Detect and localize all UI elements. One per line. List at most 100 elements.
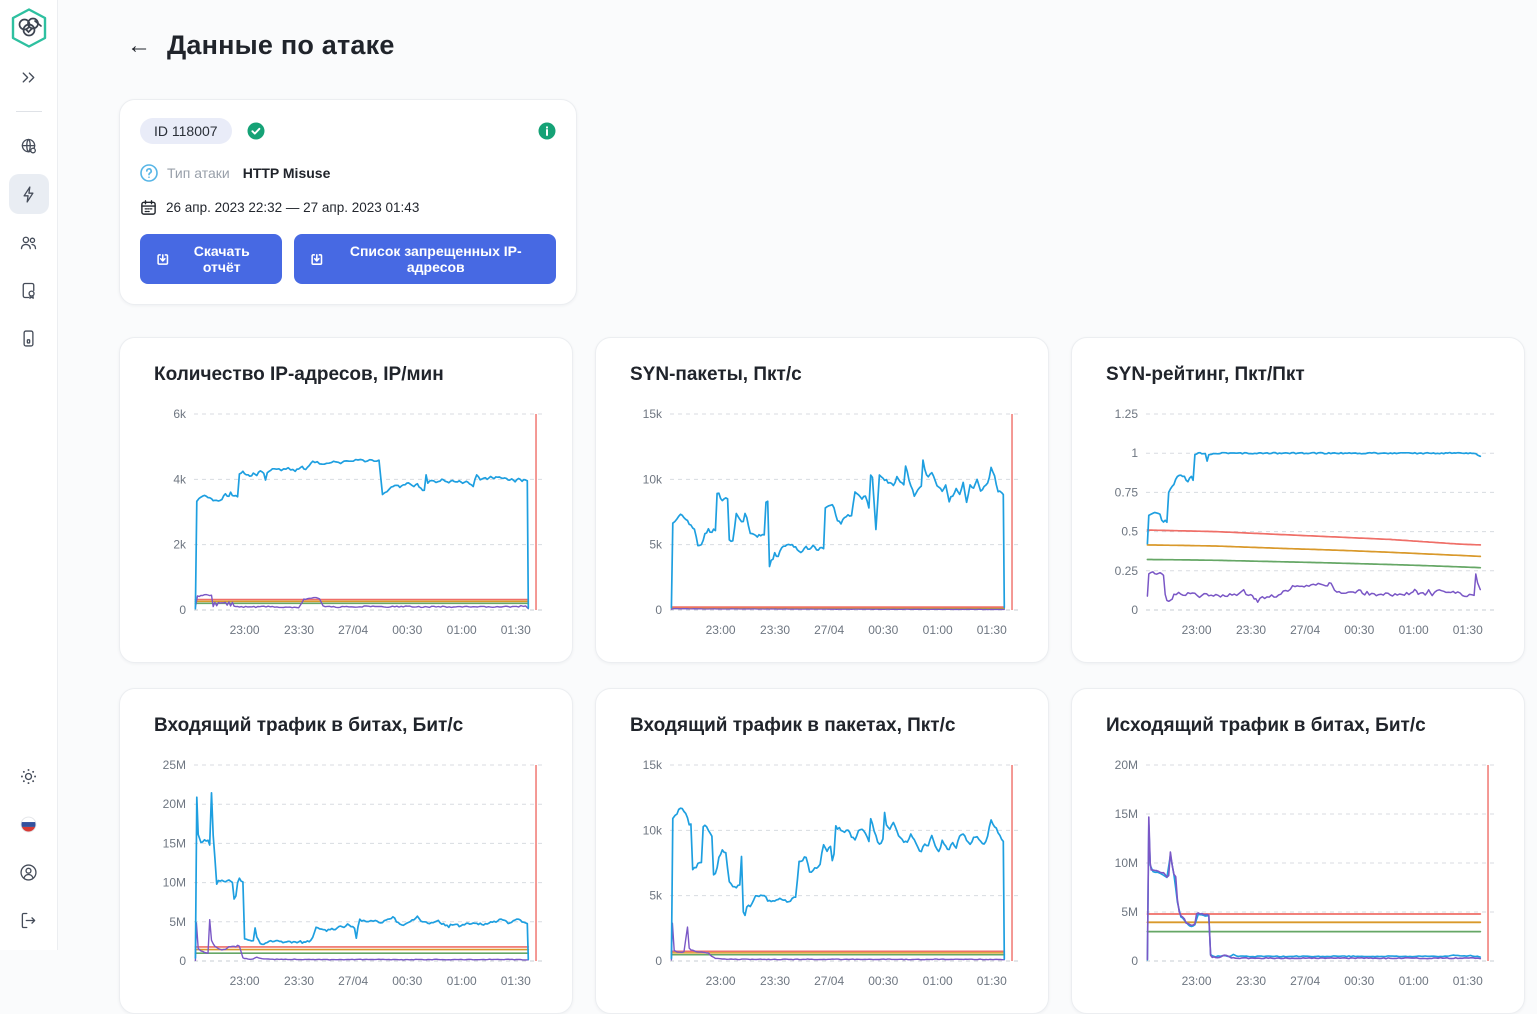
check-badge-icon: [247, 122, 265, 140]
svg-text:2k: 2k: [173, 538, 187, 552]
svg-text:23:30: 23:30: [284, 974, 314, 988]
page-title: Данные по атаке: [167, 30, 395, 61]
question-icon[interactable]: [140, 164, 158, 182]
svg-text:27/04: 27/04: [814, 974, 844, 988]
sidebar: [0, 0, 58, 950]
back-button[interactable]: ←: [123, 32, 155, 60]
svg-text:01:30: 01:30: [501, 974, 531, 988]
svg-text:00:30: 00:30: [392, 623, 422, 637]
collapse-sidebar-button[interactable]: [9, 57, 49, 97]
svg-text:0: 0: [179, 954, 186, 968]
svg-text:0: 0: [655, 954, 662, 968]
svg-text:27/04: 27/04: [338, 623, 368, 637]
download-icon: [310, 252, 324, 267]
calendar-icon: [140, 199, 157, 216]
svg-text:15k: 15k: [643, 407, 663, 421]
svg-text:0: 0: [655, 603, 662, 617]
sidebar-item-network[interactable]: [9, 126, 49, 166]
svg-text:23:30: 23:30: [1236, 623, 1266, 637]
attack-period: 26 апр. 2023 22:32 — 27 апр. 2023 01:43: [166, 200, 419, 215]
svg-text:23:00: 23:00: [230, 974, 260, 988]
svg-text:15M: 15M: [1115, 807, 1138, 821]
svg-text:23:30: 23:30: [284, 623, 314, 637]
svg-text:20M: 20M: [163, 797, 186, 811]
svg-text:0.75: 0.75: [1115, 485, 1139, 499]
svg-text:0: 0: [1131, 954, 1138, 968]
chevrons-right-icon: [18, 67, 39, 88]
device-info-icon: [18, 328, 39, 349]
users-icon: [18, 232, 39, 253]
russia-flag-icon: [18, 814, 39, 835]
svg-text:01:00: 01:00: [447, 974, 477, 988]
download-report-button[interactable]: Скачать отчёт: [140, 234, 282, 284]
main-content: ← Данные по атаке ID 118007 Тип атаки HT…: [58, 0, 1537, 1014]
svg-text:0: 0: [1131, 603, 1138, 617]
svg-text:0.5: 0.5: [1121, 525, 1138, 539]
account-button[interactable]: [9, 852, 49, 892]
sidebar-item-device[interactable]: [9, 318, 49, 358]
svg-text:20M: 20M: [1115, 758, 1138, 772]
svg-text:5M: 5M: [1121, 905, 1138, 919]
attack-type-value: HTTP Misuse: [243, 165, 331, 181]
svg-text:15k: 15k: [643, 758, 663, 772]
svg-text:01:00: 01:00: [923, 974, 953, 988]
svg-text:00:30: 00:30: [1344, 623, 1374, 637]
svg-text:1: 1: [1131, 446, 1138, 460]
svg-text:10k: 10k: [643, 472, 663, 486]
svg-text:23:00: 23:00: [706, 623, 736, 637]
svg-text:10M: 10M: [1115, 856, 1138, 870]
svg-text:01:00: 01:00: [923, 623, 953, 637]
svg-text:23:00: 23:00: [706, 974, 736, 988]
svg-text:10M: 10M: [163, 876, 186, 890]
svg-text:23:30: 23:30: [760, 974, 790, 988]
svg-text:00:30: 00:30: [392, 974, 422, 988]
sidebar-item-reports[interactable]: [9, 270, 49, 310]
svg-text:6k: 6k: [173, 407, 187, 421]
banned-ip-list-button[interactable]: Список запрещенных IP-адресов: [294, 234, 556, 284]
svg-text:01:30: 01:30: [977, 974, 1007, 988]
svg-text:23:00: 23:00: [230, 623, 260, 637]
sidebar-item-users[interactable]: [9, 222, 49, 262]
logout-button[interactable]: [9, 900, 49, 940]
app-logo-icon: [9, 7, 49, 49]
attack-id-badge: ID 118007: [140, 118, 232, 144]
svg-text:1.25: 1.25: [1115, 407, 1139, 421]
svg-text:10k: 10k: [643, 823, 663, 837]
download-icon: [156, 252, 170, 267]
svg-text:27/04: 27/04: [338, 974, 368, 988]
svg-text:01:00: 01:00: [1399, 623, 1429, 637]
globe-gear-icon: [18, 136, 39, 157]
svg-text:01:30: 01:30: [977, 623, 1007, 637]
svg-text:01:00: 01:00: [1399, 974, 1429, 988]
svg-text:27/04: 27/04: [1290, 974, 1320, 988]
svg-text:00:30: 00:30: [868, 974, 898, 988]
info-icon[interactable]: [538, 122, 556, 140]
sidebar-item-attacks[interactable]: [9, 174, 49, 214]
chart-title: Входящий трафик в битах, Бит/с: [154, 715, 548, 737]
svg-text:4k: 4k: [173, 472, 187, 486]
svg-text:23:00: 23:00: [1182, 623, 1212, 637]
svg-text:00:30: 00:30: [868, 623, 898, 637]
svg-text:01:00: 01:00: [447, 623, 477, 637]
lightning-icon: [18, 184, 39, 205]
svg-text:27/04: 27/04: [814, 623, 844, 637]
sidebar-divider: [16, 111, 42, 112]
language-switcher-ru[interactable]: [9, 804, 49, 844]
svg-text:15M: 15M: [163, 836, 186, 850]
certificate-icon: [18, 280, 39, 301]
chart-title: Количество IP-адресов, IP/мин: [154, 364, 548, 386]
chart-title: Входящий трафик в пакетах, Пкт/с: [630, 715, 1024, 737]
theme-toggle-button[interactable]: [9, 756, 49, 796]
svg-text:23:30: 23:30: [760, 623, 790, 637]
svg-text:01:30: 01:30: [501, 623, 531, 637]
logout-icon: [18, 910, 39, 931]
